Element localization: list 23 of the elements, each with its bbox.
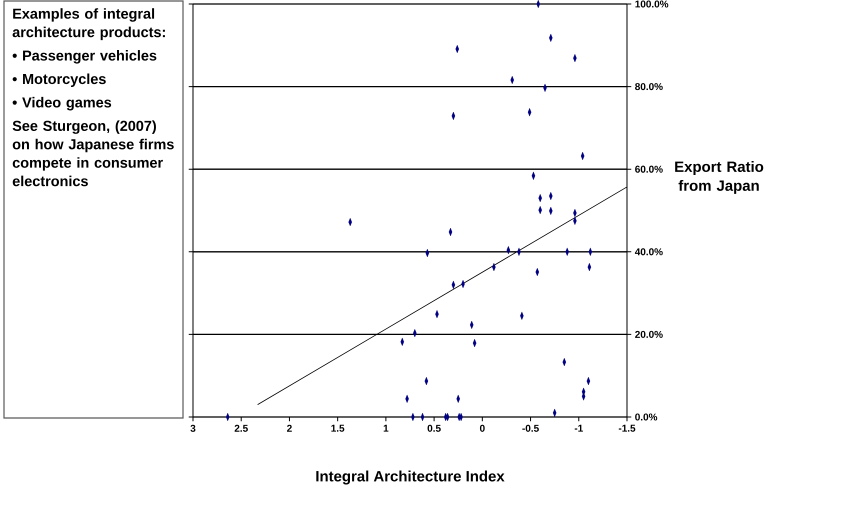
y-tick-label: 0.0%: [635, 413, 658, 421]
x-axis-title: Integral Architecture Index: [316, 470, 505, 485]
y-tick-label: 80.0%: [635, 83, 663, 90]
x-tick-label: 3: [190, 424, 196, 432]
x-tick-label: -0.5: [522, 424, 539, 432]
x-tick-label: 0: [480, 424, 485, 432]
x-tick-label: 2: [287, 424, 292, 432]
y-tick-label: 100.0%: [635, 0, 668, 8]
x-tick-label: -1: [574, 424, 583, 432]
x-tick-label: 1: [384, 424, 388, 432]
y-axis-title: Export Ratio from Japan: [675, 161, 764, 194]
y-tick-label: 20.0%: [635, 330, 663, 338]
text: Examples of integral architecture products:: [12, 8, 165, 40]
x-tick-label: 2.5: [234, 424, 248, 432]
y-tick-label: 60.0%: [635, 166, 663, 173]
x-tick-label: -1.5: [618, 424, 636, 432]
text: • Motorcycles: [12, 73, 106, 87]
text: • Video games: [12, 96, 112, 110]
x-tick-label: 1.5: [331, 424, 344, 432]
x-tick-label: 0.5: [428, 424, 441, 432]
text: • Passenger vehicles: [12, 50, 156, 64]
y-tick-label: 40.0%: [634, 248, 663, 256]
text: See Sturgeon, (2007) on how Japanese firms compete in consumer electronics: [12, 120, 174, 186]
